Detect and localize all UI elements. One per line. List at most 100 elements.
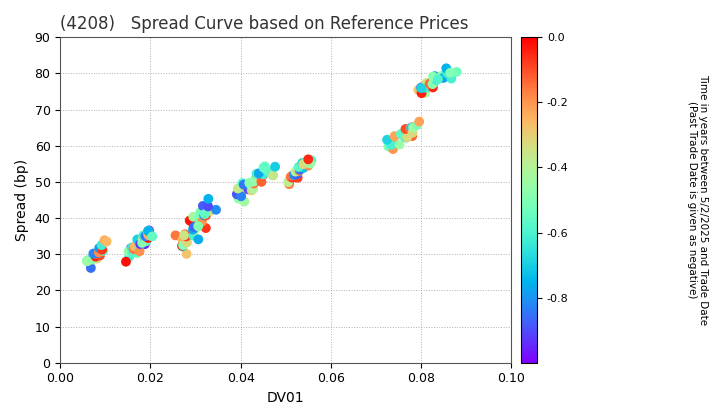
Point	[187, 213, 199, 220]
Point	[411, 122, 423, 129]
Point	[387, 137, 399, 144]
Point	[424, 80, 436, 87]
Point	[267, 172, 279, 178]
Point	[87, 255, 99, 262]
Point	[413, 118, 425, 125]
Point	[188, 232, 199, 239]
Point	[81, 258, 93, 265]
Point	[383, 143, 395, 150]
Point	[297, 161, 309, 168]
Point	[248, 180, 260, 187]
Point	[122, 248, 134, 255]
Point	[82, 257, 94, 264]
Point	[139, 241, 150, 247]
Point	[284, 181, 295, 188]
Point	[269, 163, 281, 170]
Point	[142, 228, 153, 234]
Point	[97, 247, 109, 254]
Point	[396, 131, 408, 138]
Point	[282, 178, 294, 185]
Point	[134, 245, 145, 252]
Point	[85, 265, 96, 271]
Point	[135, 241, 146, 247]
Y-axis label: Spread (bp): Spread (bp)	[15, 159, 29, 241]
Point	[178, 234, 189, 241]
Point	[438, 74, 449, 81]
Point	[387, 146, 399, 152]
Point	[138, 232, 149, 239]
Point	[177, 242, 189, 249]
Point	[231, 191, 243, 198]
Point	[415, 85, 427, 92]
Point	[257, 172, 269, 178]
Point	[199, 212, 210, 219]
Point	[199, 211, 210, 218]
Point	[287, 174, 298, 181]
Point	[415, 90, 427, 97]
Point	[194, 209, 206, 215]
Point	[134, 248, 145, 255]
Point	[93, 249, 104, 256]
Point	[292, 174, 303, 181]
Point	[201, 207, 212, 213]
Point	[127, 246, 139, 252]
Point	[176, 243, 188, 250]
Point	[192, 236, 204, 243]
Point	[420, 89, 431, 96]
Point	[436, 72, 447, 79]
Point	[194, 216, 206, 223]
Point	[89, 250, 101, 257]
Point	[193, 214, 204, 221]
Point	[179, 231, 191, 238]
Point	[147, 233, 158, 240]
Point	[446, 75, 457, 82]
Point	[385, 142, 397, 148]
Point	[176, 242, 188, 249]
Point	[235, 190, 247, 197]
Point	[400, 126, 411, 132]
Point	[297, 160, 308, 166]
Point	[287, 172, 298, 179]
Point	[395, 131, 407, 137]
Point	[126, 244, 138, 251]
Point	[136, 239, 148, 246]
Point	[139, 236, 150, 243]
Point	[88, 250, 99, 257]
Point	[176, 236, 188, 243]
Point	[305, 157, 317, 164]
Point	[243, 179, 255, 186]
Point	[143, 235, 154, 242]
Point	[127, 249, 138, 256]
Point	[187, 226, 199, 233]
Point	[202, 195, 214, 202]
Point	[186, 220, 198, 226]
Point	[305, 160, 316, 167]
Point	[99, 237, 110, 244]
Point	[421, 79, 433, 86]
Point	[428, 79, 439, 86]
Point	[413, 87, 424, 93]
Point	[189, 227, 200, 234]
Point	[131, 250, 143, 257]
Point	[140, 233, 151, 239]
Point	[429, 73, 441, 79]
Point	[233, 195, 244, 202]
Point	[246, 187, 257, 194]
Point	[302, 156, 314, 163]
Point	[181, 251, 192, 257]
Point	[292, 168, 303, 175]
Point	[298, 165, 310, 171]
Point	[394, 141, 405, 148]
Point	[389, 133, 400, 139]
Point	[81, 257, 93, 264]
Point	[294, 166, 306, 173]
Point	[94, 245, 105, 252]
Point	[404, 125, 415, 132]
Point	[259, 163, 271, 170]
Point	[427, 84, 438, 91]
Point	[243, 183, 254, 189]
Point	[289, 168, 301, 175]
Text: (4208)   Spread Curve based on Reference Prices: (4208) Spread Curve based on Reference P…	[60, 15, 469, 33]
Point	[179, 232, 190, 239]
Point	[382, 136, 393, 143]
